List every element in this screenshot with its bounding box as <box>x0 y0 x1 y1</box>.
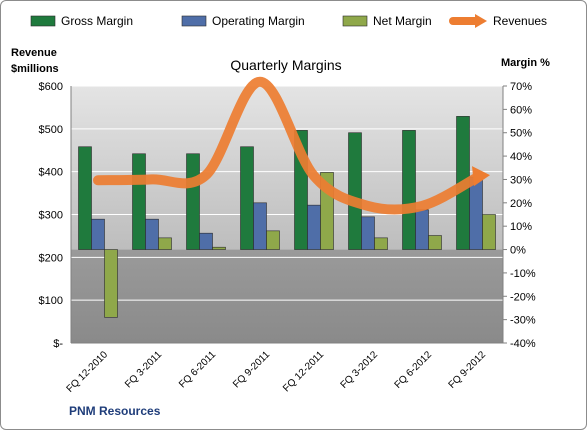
legend-swatch-revenues-head <box>475 14 487 28</box>
operating-margin-bar <box>415 209 429 250</box>
gross-margin-bar <box>186 153 200 250</box>
left-tick-label: $600 <box>39 81 63 93</box>
right-tick-label: -40% <box>510 338 536 350</box>
legend: Gross Margin Operating Margin Net Margin Re… <box>30 14 547 28</box>
left-tick-label: $200 <box>39 252 63 264</box>
category-label: FQ 3-2012 <box>339 349 381 391</box>
operating-margin-bar <box>145 218 159 250</box>
left-axis-ticks: $- $100 $200 $300 $400 $500 $600 <box>39 81 64 350</box>
operating-margin-bar <box>91 218 105 250</box>
category-axis-ticks: FQ 12-2010 FQ 3-2011 FQ 6-2011 FQ 9-2011 FQ … <box>65 349 489 395</box>
left-axis-title-line2: $millions <box>11 63 59 75</box>
net-margin-bar <box>374 237 388 250</box>
left-tick-label: $400 <box>39 167 63 179</box>
left-tick-label: $500 <box>39 124 63 136</box>
legend-label: Revenues <box>493 14 547 28</box>
right-tick-label: -10% <box>510 268 536 280</box>
category-label: FQ 6-2011 <box>177 349 218 390</box>
right-tick-label: 10% <box>510 221 532 233</box>
legend-swatch <box>181 15 207 27</box>
chart-title: Quarterly Margins <box>230 57 341 73</box>
operating-margin-bar <box>307 204 321 250</box>
right-axis-ticks: -40% -30% -20% -10% 0% 10% 20% 30% 40% 50% 60% 70% <box>503 81 536 350</box>
category-label: FQ 12-2010 <box>65 349 111 395</box>
left-tick-label: $300 <box>39 210 63 222</box>
category-label: FQ 9-2012 <box>447 349 489 391</box>
right-tick-label: -30% <box>510 315 536 327</box>
right-tick-label: 40% <box>510 151 532 163</box>
plot-area-negative <box>71 249 503 343</box>
right-tick-label: 30% <box>510 174 532 186</box>
legend-swatch <box>342 15 368 27</box>
left-tick-label: $100 <box>39 295 63 307</box>
gross-margin-bar <box>348 132 362 250</box>
revenue-line-series <box>93 76 490 215</box>
right-tick-label: 50% <box>510 128 532 140</box>
right-tick-label: 0% <box>510 245 526 257</box>
net-margin-bar <box>482 214 496 250</box>
gross-margin-bar <box>402 130 416 250</box>
footer-company: PNM Resources <box>69 404 161 418</box>
net-margin-bar <box>104 249 118 318</box>
legend-label: Operating Margin <box>212 14 305 28</box>
legend-swatch <box>30 15 56 27</box>
gross-margin-bar <box>132 153 146 250</box>
operating-margin-bar <box>253 202 267 250</box>
category-label: FQ 3-2011 <box>123 349 164 390</box>
revenues-line <box>93 76 481 215</box>
net-margin-bar <box>158 237 172 250</box>
gross-margin-bar <box>78 146 92 250</box>
operating-margin-bar <box>469 176 483 250</box>
net-margin-bar <box>428 235 442 250</box>
right-tick-label: 70% <box>510 81 532 93</box>
left-tick-label: $- <box>53 338 63 350</box>
category-label: FQ 12-2011 <box>281 349 326 394</box>
category-label: FQ 9-2011 <box>231 349 272 390</box>
net-margin-bar <box>266 230 280 250</box>
left-axis-title-line1: Revenue <box>11 47 57 59</box>
right-axis-title: Margin % <box>501 57 550 69</box>
right-tick-label: 20% <box>510 198 532 210</box>
operating-margin-bar <box>361 216 375 250</box>
category-label: FQ 6-2012 <box>393 349 435 391</box>
operating-margin-bar <box>199 232 213 250</box>
legend-label: Net Margin <box>373 14 432 28</box>
revenues-arrowhead <box>472 166 490 187</box>
gross-margin-bar <box>240 146 254 250</box>
legend-label: Gross Margin <box>61 14 133 28</box>
net-margin-bar <box>212 246 226 250</box>
right-tick-label: 60% <box>510 104 532 116</box>
right-tick-label: -20% <box>510 291 536 303</box>
